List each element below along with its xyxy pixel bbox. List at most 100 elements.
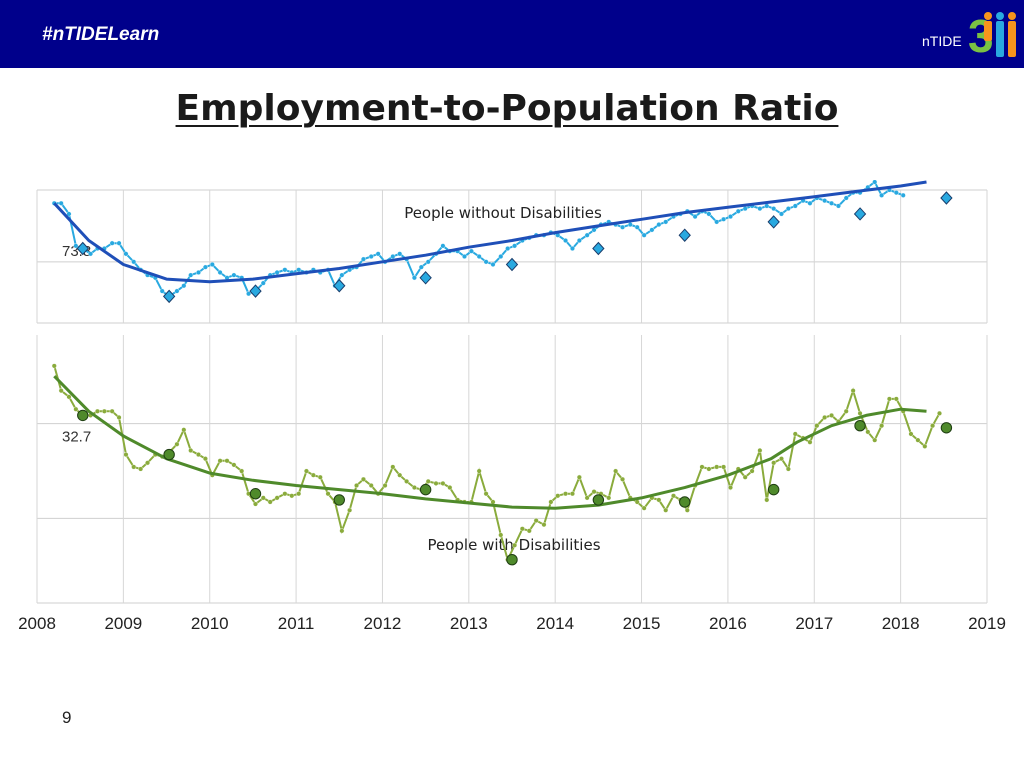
data-point: [181, 427, 187, 433]
data-point: [440, 243, 446, 249]
data-point: [411, 275, 417, 281]
data-point: [533, 518, 539, 524]
annual-marker: [767, 215, 780, 229]
data-point: [684, 507, 690, 513]
annual-marker: [940, 191, 953, 205]
annual-marker: [854, 420, 866, 432]
data-point: [757, 447, 763, 453]
data-point: [51, 363, 57, 369]
data-point: [483, 491, 489, 497]
data-point: [843, 408, 849, 414]
data-point: [620, 476, 626, 482]
data-point: [778, 211, 784, 217]
data-point: [865, 429, 871, 435]
data-point: [368, 253, 374, 259]
trend-line: [53, 375, 927, 510]
data-point: [706, 466, 712, 472]
data-point: [224, 458, 230, 464]
data-point: [397, 472, 403, 478]
data-point: [663, 507, 669, 513]
data-point: [202, 264, 208, 270]
data-point: [123, 452, 129, 458]
data-point: [468, 248, 474, 254]
data-point: [188, 272, 194, 278]
data-point: [368, 482, 374, 488]
data-point: [411, 485, 417, 491]
data-point: [641, 232, 647, 238]
series-line: [53, 365, 941, 563]
data-point: [656, 222, 662, 228]
data-point: [325, 491, 331, 497]
data-point: [512, 542, 518, 548]
data-point: [792, 203, 798, 209]
annual-marker: [505, 257, 519, 272]
annual-marker: [419, 271, 432, 285]
data-point: [476, 468, 482, 474]
data-point: [721, 216, 727, 222]
data-point: [843, 195, 849, 201]
data-point: [764, 497, 770, 503]
data-point: [656, 497, 662, 503]
data-point: [282, 267, 288, 273]
annual-marker: [506, 554, 518, 566]
data-point: [829, 412, 835, 418]
data-point: [159, 288, 165, 294]
data-point: [360, 476, 366, 482]
svg-text:nTIDE: nTIDE: [922, 33, 962, 49]
data-point: [390, 464, 396, 470]
data-point: [447, 485, 453, 491]
annual-marker: [333, 279, 346, 293]
annual-marker: [163, 448, 175, 461]
x-tick-label: 2011: [278, 614, 315, 633]
annual-marker: [76, 241, 89, 256]
data-point: [541, 522, 547, 528]
x-tick-label: 2019: [968, 614, 1006, 633]
data-point: [505, 246, 511, 252]
data-point: [425, 259, 431, 265]
data-point: [829, 200, 835, 206]
data-point: [252, 501, 258, 507]
data-point: [66, 211, 72, 217]
data-point: [138, 466, 144, 472]
data-point: [548, 499, 554, 505]
data-point: [792, 431, 798, 437]
annual-marker: [77, 409, 89, 422]
data-point: [576, 238, 582, 244]
annual-marker: [162, 289, 176, 304]
data-point: [893, 190, 899, 196]
data-point: [174, 441, 180, 447]
data-point: [123, 251, 129, 257]
data-point: [440, 480, 446, 486]
data-point: [116, 240, 122, 246]
data-point: [390, 253, 396, 259]
x-tick-label: 2009: [104, 614, 142, 633]
data-point: [310, 472, 316, 478]
data-point: [425, 478, 431, 484]
trend-line: [53, 180, 927, 284]
data-point: [649, 227, 655, 233]
data-point: [930, 423, 936, 429]
data-point: [217, 269, 223, 275]
data-point: [634, 224, 640, 230]
data-point: [872, 180, 878, 185]
data-point: [620, 224, 626, 230]
hashtag-label: #nTIDELearn: [42, 24, 160, 45]
data-point: [490, 261, 496, 267]
data-point: [339, 528, 345, 534]
data-point: [217, 458, 223, 464]
data-point: [145, 460, 151, 466]
data-point: [282, 491, 288, 497]
data-point: [397, 251, 403, 257]
data-point: [563, 491, 569, 497]
data-point: [188, 447, 194, 453]
data-point: [771, 460, 777, 466]
data-point: [627, 222, 633, 228]
data-point: [260, 280, 266, 286]
data-point: [886, 396, 892, 402]
data-point: [404, 478, 410, 484]
data-point: [289, 493, 295, 499]
data-point: [757, 206, 763, 212]
data-point: [116, 414, 122, 420]
data-point: [519, 526, 525, 532]
data-point: [360, 256, 366, 262]
